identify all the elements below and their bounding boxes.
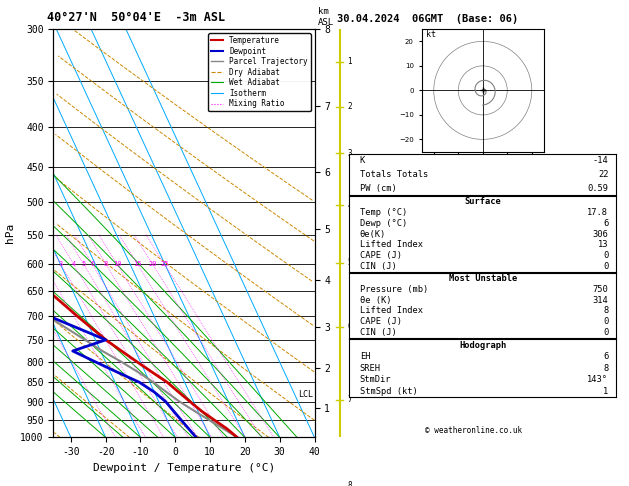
Text: 0: 0	[603, 251, 608, 260]
Text: Surface: Surface	[464, 197, 501, 206]
Text: Most Unstable: Most Unstable	[448, 274, 517, 283]
Text: SREH: SREH	[360, 364, 381, 373]
Text: 143°: 143°	[587, 375, 608, 384]
Text: 750: 750	[593, 285, 608, 294]
Text: 30.04.2024  06GMT  (Base: 06): 30.04.2024 06GMT (Base: 06)	[337, 14, 518, 24]
Text: 25: 25	[160, 261, 169, 267]
Text: 1: 1	[347, 57, 352, 67]
Text: CAPE (J): CAPE (J)	[360, 317, 402, 326]
Text: CIN (J): CIN (J)	[360, 262, 396, 271]
Text: Hodograph: Hodograph	[459, 341, 506, 349]
Text: 5: 5	[347, 259, 352, 267]
Text: 1: 1	[603, 387, 608, 396]
Text: 40°27'N  50°04'E  -3m ASL: 40°27'N 50°04'E -3m ASL	[47, 11, 225, 24]
Text: CIN (J): CIN (J)	[360, 328, 396, 337]
Text: θe (K): θe (K)	[360, 295, 391, 305]
Text: CAPE (J): CAPE (J)	[360, 251, 402, 260]
X-axis label: Dewpoint / Temperature (°C): Dewpoint / Temperature (°C)	[93, 463, 275, 473]
Text: 8: 8	[104, 261, 108, 267]
Text: 5: 5	[82, 261, 86, 267]
Text: 314: 314	[593, 295, 608, 305]
Text: 6: 6	[90, 261, 94, 267]
Text: Pressure (mb): Pressure (mb)	[360, 285, 428, 294]
Text: 3: 3	[347, 149, 352, 157]
Text: LCL: LCL	[298, 390, 313, 399]
Text: 4: 4	[347, 201, 352, 209]
Text: 4: 4	[71, 261, 75, 267]
Text: θe(K): θe(K)	[360, 229, 386, 239]
Text: 17.8: 17.8	[587, 208, 608, 217]
Text: 20: 20	[148, 261, 157, 267]
Text: 6: 6	[603, 219, 608, 228]
Text: 8: 8	[603, 364, 608, 373]
Text: 6: 6	[603, 352, 608, 361]
Text: 0: 0	[603, 262, 608, 271]
Text: 8: 8	[347, 482, 352, 486]
Text: StmDir: StmDir	[360, 375, 391, 384]
Y-axis label: hPa: hPa	[4, 223, 14, 243]
Text: 306: 306	[593, 229, 608, 239]
Text: 0: 0	[603, 328, 608, 337]
Text: © weatheronline.co.uk: © weatheronline.co.uk	[425, 426, 522, 435]
Text: K: K	[360, 156, 365, 165]
Text: EH: EH	[360, 352, 370, 361]
Text: -14: -14	[593, 156, 608, 165]
Text: 15: 15	[133, 261, 142, 267]
Text: kt: kt	[426, 30, 437, 38]
Text: StmSpd (kt): StmSpd (kt)	[360, 387, 418, 396]
Text: Lifted Index: Lifted Index	[360, 240, 423, 249]
Text: 3: 3	[58, 261, 63, 267]
Text: 10: 10	[113, 261, 121, 267]
Text: PW (cm): PW (cm)	[360, 184, 396, 192]
Text: 2: 2	[347, 103, 352, 111]
Text: 8: 8	[603, 306, 608, 315]
Text: 7: 7	[347, 396, 352, 404]
Text: Lifted Index: Lifted Index	[360, 306, 423, 315]
Text: 0: 0	[603, 317, 608, 326]
Text: 22: 22	[598, 170, 608, 179]
Text: 13: 13	[598, 240, 608, 249]
Text: km
ASL: km ASL	[318, 7, 334, 27]
Text: 0.59: 0.59	[587, 184, 608, 192]
Text: 6: 6	[347, 322, 352, 331]
Text: Dewp (°C): Dewp (°C)	[360, 219, 407, 228]
Legend: Temperature, Dewpoint, Parcel Trajectory, Dry Adiabat, Wet Adiabat, Isotherm, Mi: Temperature, Dewpoint, Parcel Trajectory…	[208, 33, 311, 111]
Text: Totals Totals: Totals Totals	[360, 170, 428, 179]
Text: Temp (°C): Temp (°C)	[360, 208, 407, 217]
